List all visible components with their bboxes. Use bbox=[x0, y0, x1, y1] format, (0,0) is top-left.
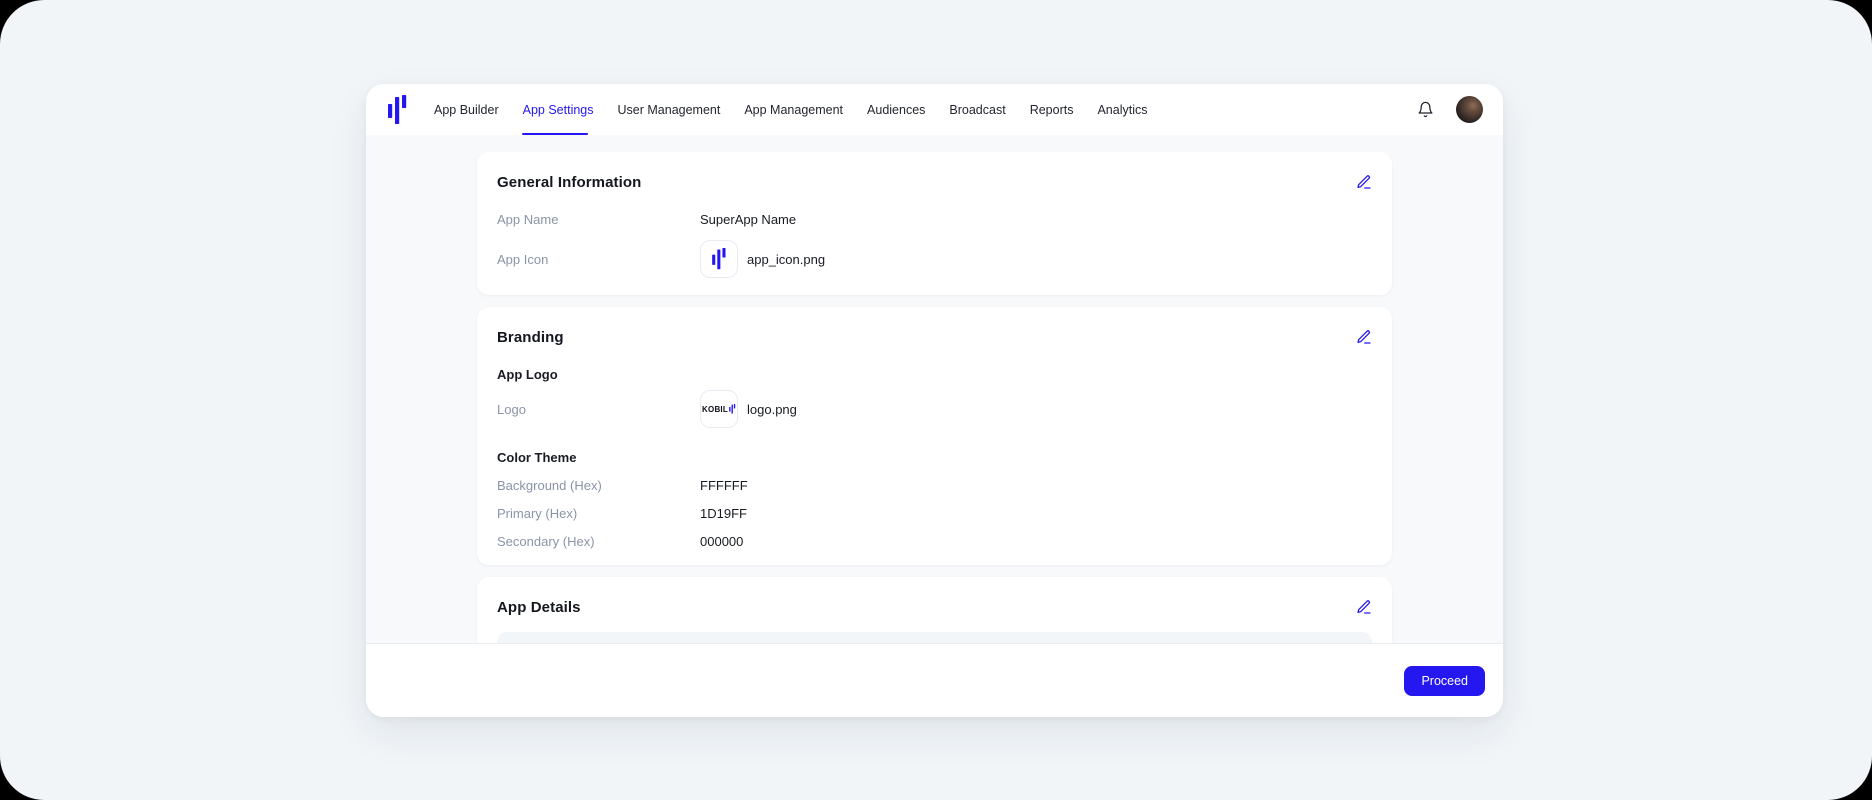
equalizer-bars-icon bbox=[711, 248, 726, 270]
nav-tab-label: Reports bbox=[1029, 102, 1074, 117]
nav-tab-user-management[interactable]: User Management bbox=[618, 84, 721, 135]
app-details-placeholder-box bbox=[497, 632, 1372, 643]
secondary-hex-row: Secondary (Hex) 000000 bbox=[497, 532, 1372, 550]
bell-icon bbox=[1418, 101, 1433, 118]
background-hex-value: FFFFFF bbox=[700, 477, 748, 493]
card-title: Branding bbox=[497, 328, 564, 346]
app-details-card: App Details bbox=[477, 577, 1392, 643]
nav-tab-reports[interactable]: Reports bbox=[1030, 84, 1074, 135]
field-label: Secondary (Hex) bbox=[497, 533, 595, 549]
edit-branding-button[interactable] bbox=[1356, 329, 1372, 345]
nav-tab-label: Analytics bbox=[1097, 102, 1148, 117]
color-theme-rows: Background (Hex) FFFFFF Primary (Hex) 1D… bbox=[497, 476, 1372, 550]
general-information-card: General Information App Name SuperApp Na… bbox=[477, 152, 1392, 295]
user-avatar[interactable] bbox=[1456, 96, 1483, 123]
topbar-right-cluster bbox=[1417, 96, 1483, 123]
app-window: App Builder App Settings User Management… bbox=[366, 84, 1503, 717]
field-label: Background (Hex) bbox=[497, 477, 602, 493]
edit-app-details-button[interactable] bbox=[1356, 599, 1372, 615]
pencil-line-icon bbox=[1357, 330, 1371, 344]
nav-tab-label: Audiences bbox=[867, 102, 926, 117]
edit-general-information-button[interactable] bbox=[1356, 174, 1372, 190]
app-icon-filename: app_icon.png bbox=[747, 251, 826, 267]
field-label: Logo bbox=[497, 401, 526, 417]
app-logo-heading: App Logo bbox=[497, 367, 558, 382]
background-hex-row: Background (Hex) FFFFFF bbox=[497, 476, 1372, 494]
notifications-button[interactable] bbox=[1417, 101, 1434, 118]
nav-tab-app-settings[interactable]: App Settings bbox=[521, 84, 594, 135]
action-footer: Proceed bbox=[366, 643, 1503, 717]
main-nav: App Builder App Settings User Management… bbox=[434, 84, 1148, 135]
primary-hex-value: 1D19FF bbox=[700, 505, 747, 521]
field-label: App Icon bbox=[497, 251, 549, 267]
nav-tab-label: App Settings bbox=[522, 102, 594, 117]
equalizer-bars-icon bbox=[388, 94, 407, 124]
pencil-line-icon bbox=[1357, 175, 1371, 189]
pencil-line-icon bbox=[1357, 600, 1371, 614]
top-navigation-bar: App Builder App Settings User Management… bbox=[366, 84, 1503, 135]
settings-content: General Information App Name SuperApp Na… bbox=[366, 135, 1503, 643]
equalizer-bars-icon bbox=[729, 404, 736, 414]
app-icon-row: App Icon app_icon.png bbox=[497, 240, 1372, 278]
proceed-button[interactable]: Proceed bbox=[1404, 665, 1485, 696]
nav-tab-broadcast[interactable]: Broadcast bbox=[949, 84, 1005, 135]
nav-tab-app-builder[interactable]: App Builder bbox=[434, 84, 499, 135]
branding-card: Branding App Logo Logo KOBIL bbox=[477, 307, 1392, 565]
app-name-row: App Name SuperApp Name bbox=[497, 210, 1372, 228]
primary-hex-row: Primary (Hex) 1D19FF bbox=[497, 504, 1372, 522]
app-name-value: SuperApp Name bbox=[700, 211, 797, 227]
nav-tab-analytics[interactable]: Analytics bbox=[1097, 84, 1147, 135]
nav-tab-label: Broadcast bbox=[949, 102, 1006, 117]
logo-filename: logo.png bbox=[747, 401, 797, 417]
secondary-hex-value: 000000 bbox=[700, 533, 744, 549]
nav-tab-label: App Builder bbox=[434, 102, 499, 117]
nav-tab-label: User Management bbox=[617, 102, 721, 117]
logo-thumbnail-text: KOBIL bbox=[702, 404, 728, 414]
field-label: Primary (Hex) bbox=[497, 505, 578, 521]
nav-tab-app-management[interactable]: App Management bbox=[744, 84, 843, 135]
field-label: App Name bbox=[497, 211, 559, 227]
card-title: General Information bbox=[497, 173, 642, 191]
nav-tab-label: App Management bbox=[744, 102, 844, 117]
color-theme-heading: Color Theme bbox=[497, 450, 577, 465]
nav-tab-audiences[interactable]: Audiences bbox=[867, 84, 925, 135]
logo-thumbnail: KOBIL bbox=[700, 390, 738, 428]
app-icon-thumbnail bbox=[700, 240, 738, 278]
brand-logo bbox=[388, 94, 408, 125]
logo-row: Logo KOBIL logo.png bbox=[497, 390, 1372, 428]
card-title: App Details bbox=[497, 598, 581, 616]
